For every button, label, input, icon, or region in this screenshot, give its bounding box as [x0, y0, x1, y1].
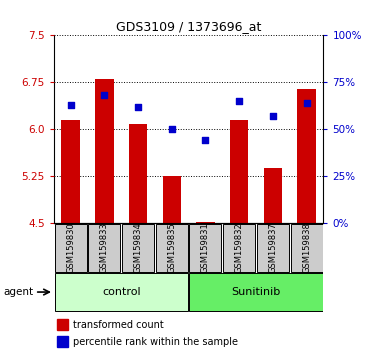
Bar — [57, 319, 68, 330]
Bar — [129, 124, 147, 223]
Text: control: control — [102, 287, 141, 297]
Bar — [230, 120, 248, 223]
Text: GSM159837: GSM159837 — [268, 222, 277, 273]
Text: transformed count: transformed count — [73, 320, 164, 330]
Point — [203, 138, 209, 143]
Text: GSM159835: GSM159835 — [167, 222, 176, 273]
FancyBboxPatch shape — [189, 273, 323, 311]
FancyBboxPatch shape — [291, 224, 323, 272]
Point — [169, 126, 175, 132]
Text: GSM159831: GSM159831 — [201, 222, 210, 273]
Point — [135, 104, 141, 109]
Bar — [57, 336, 68, 347]
FancyBboxPatch shape — [55, 224, 87, 272]
Text: GSM159834: GSM159834 — [134, 222, 142, 273]
FancyBboxPatch shape — [89, 224, 121, 272]
Text: GSM159832: GSM159832 — [235, 222, 244, 273]
Text: percentile rank within the sample: percentile rank within the sample — [73, 337, 238, 347]
Bar — [297, 88, 316, 223]
Title: GDS3109 / 1373696_at: GDS3109 / 1373696_at — [116, 20, 261, 33]
FancyBboxPatch shape — [223, 224, 255, 272]
Text: GSM159838: GSM159838 — [302, 222, 311, 273]
Text: Sunitinib: Sunitinib — [231, 287, 281, 297]
Point — [236, 98, 242, 104]
FancyBboxPatch shape — [55, 273, 188, 311]
Bar — [62, 120, 80, 223]
Point — [101, 93, 107, 98]
FancyBboxPatch shape — [122, 224, 154, 272]
Bar — [196, 222, 215, 223]
Point — [303, 100, 310, 106]
FancyBboxPatch shape — [156, 224, 188, 272]
FancyBboxPatch shape — [189, 224, 221, 272]
Text: GSM159833: GSM159833 — [100, 222, 109, 273]
Text: GSM159830: GSM159830 — [66, 222, 75, 273]
Point — [270, 113, 276, 119]
Bar — [264, 168, 282, 223]
Text: agent: agent — [4, 287, 34, 297]
Point — [68, 102, 74, 108]
FancyBboxPatch shape — [257, 224, 289, 272]
Bar — [95, 79, 114, 223]
Bar — [162, 176, 181, 223]
